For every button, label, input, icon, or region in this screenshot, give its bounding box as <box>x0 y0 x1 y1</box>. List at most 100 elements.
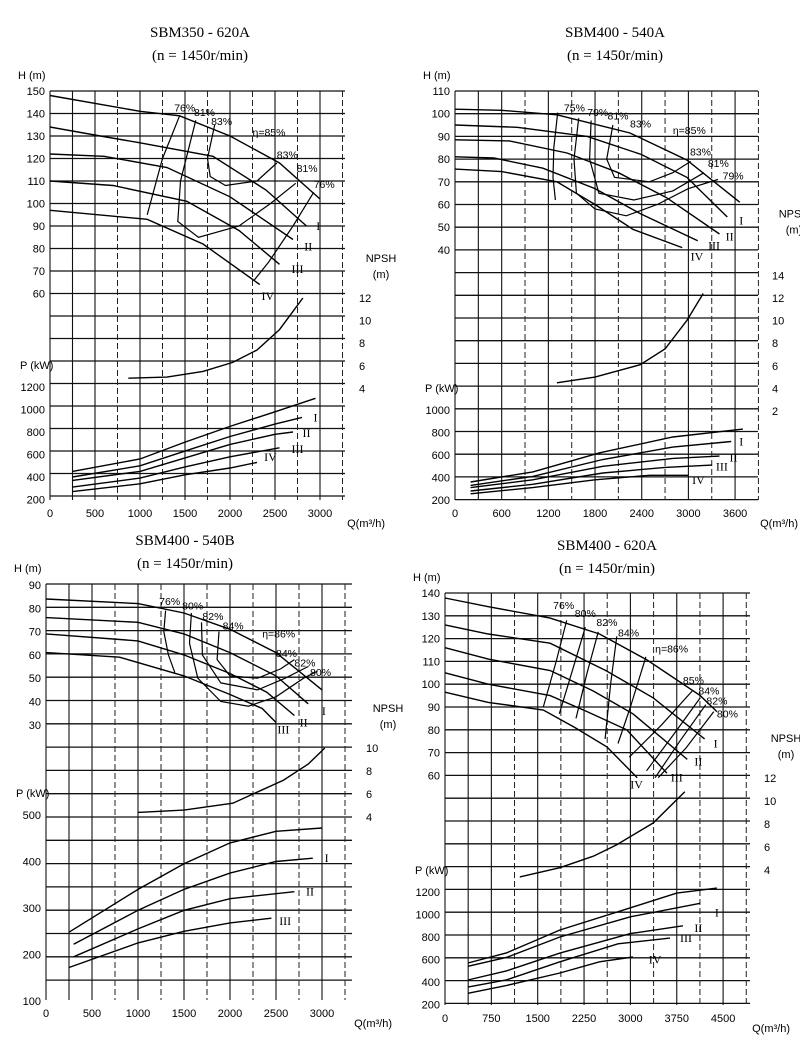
power-curve-III <box>470 464 712 492</box>
grid <box>45 583 352 1000</box>
h-tick-label: 60 <box>33 289 45 301</box>
chart-title: SBM400 - 540B <box>135 533 234 549</box>
h-tick-label: 120 <box>27 154 45 166</box>
power-curve-IV <box>72 461 258 493</box>
efficiency-label: 81% <box>297 163 318 175</box>
h-axis-label: H (m) <box>14 563 42 575</box>
npsh-tick-label: 10 <box>764 796 776 808</box>
efficiency-curve <box>216 631 295 679</box>
efficiency-label: 83% <box>211 116 232 128</box>
chart-subtitle: (n = 1450r/min) <box>152 48 248 64</box>
npsh-tick-label: 4 <box>366 812 372 824</box>
q-axis-label: Q(m³/h) <box>752 1023 790 1035</box>
p-tick-label: 800 <box>27 427 45 439</box>
efficiency-curve <box>654 704 707 779</box>
efficiency-curve <box>604 636 618 739</box>
head-curve-I <box>444 624 706 740</box>
q-tick-label: 500 <box>83 1008 101 1020</box>
p-tick-label: 600 <box>432 450 450 462</box>
grid <box>49 90 345 500</box>
head-curve-label: IV <box>261 289 274 303</box>
power-curve-label: II <box>730 450 738 464</box>
npsh-tick-label: 14 <box>772 270 784 282</box>
q-tick-label: 0 <box>47 508 53 520</box>
power-curve-I <box>470 440 732 487</box>
h-tick-label: 60 <box>428 770 440 782</box>
npsh-tick-label: 12 <box>772 293 784 305</box>
head-curve-label: IV <box>630 778 643 792</box>
chart-title: SBM400 - 620A <box>557 538 657 554</box>
power-curve-label: I <box>715 905 719 919</box>
h-axis-label: H (m) <box>18 70 46 82</box>
npsh-tick-label: 6 <box>366 789 372 801</box>
p-tick-label: 1000 <box>426 405 450 417</box>
efficiency-label: η=85% <box>253 127 286 139</box>
npsh-tick-label: 2 <box>772 406 778 418</box>
p-tick-label: 200 <box>432 495 450 507</box>
q-tick-label: 750 <box>482 1013 500 1025</box>
p-axis-label: P (kW) <box>425 383 458 395</box>
head-curve-label: III <box>292 262 304 276</box>
h-tick-label: 40 <box>29 697 41 709</box>
head-curve <box>45 598 323 691</box>
npsh-tick-label: 8 <box>764 819 770 831</box>
efficiency-label: 83% <box>630 118 651 130</box>
power-curve-label: I <box>325 851 329 865</box>
npsh-curve <box>137 747 326 814</box>
efficiency-label: 82% <box>202 611 223 623</box>
head-curve-label: I <box>714 736 718 750</box>
h-tick-label: 110 <box>27 176 45 188</box>
q-tick-label: 0 <box>43 1008 49 1020</box>
chart-subtitle: (n = 1450r/min) <box>137 556 233 572</box>
head-curve-label: II <box>694 755 702 769</box>
efficiency-label: 76% <box>553 600 574 612</box>
head-curve-II <box>454 139 720 235</box>
p-tick-label: 1000 <box>21 405 45 417</box>
power-curve-label: II <box>306 885 314 899</box>
head-curve-I <box>454 124 728 218</box>
efficiency-label: 79% <box>587 107 608 119</box>
power-curve-label: III <box>279 914 291 928</box>
efficiency-curve <box>146 115 181 215</box>
p-tick-label: 400 <box>422 977 440 989</box>
efficiency-label: 85% <box>683 675 704 687</box>
npsh-tick-label: 10 <box>359 316 371 328</box>
efficiency-curve <box>628 690 693 758</box>
h-tick-label: 60 <box>438 200 450 212</box>
h-tick-label: 50 <box>438 222 450 234</box>
chart-subtitle: (n = 1450r/min) <box>567 48 663 64</box>
efficiency-curve <box>558 627 586 714</box>
npsh-axis-label: NPSH <box>366 253 397 265</box>
npsh-tick-label: 8 <box>772 338 778 350</box>
head-curve <box>454 108 741 203</box>
npsh-curve <box>519 791 686 878</box>
npsh-axis-unit: (m) <box>778 749 795 761</box>
h-tick-label: 90 <box>438 131 450 143</box>
head-curve-II <box>49 153 294 241</box>
efficiency-label: 81% <box>708 158 729 170</box>
h-tick-label: 80 <box>428 725 440 737</box>
chart-title: SBM400 - 540A <box>565 25 665 41</box>
h-tick-label: 90 <box>428 702 440 714</box>
efficiency-curve <box>552 112 559 201</box>
efficiency-label: 80% <box>575 608 596 620</box>
power-curve-II <box>470 455 720 489</box>
power-curve-label: III <box>680 931 692 945</box>
head-curve-label: III <box>708 238 720 252</box>
p-tick-label: 300 <box>23 903 41 915</box>
p-tick-label: 1000 <box>416 910 440 922</box>
efficiency-label: 81% <box>607 110 628 122</box>
efficiency-curve <box>606 124 692 183</box>
q-tick-label: 1500 <box>525 1013 549 1025</box>
power-curve-label: II <box>694 921 702 935</box>
h-tick-label: 110 <box>422 656 440 668</box>
head-curve-I <box>45 616 309 705</box>
h-tick-label: 90 <box>29 580 41 592</box>
npsh-tick-label: 6 <box>772 361 778 373</box>
h-tick-label: 130 <box>27 131 45 143</box>
chart-panel-2: SBM400 - 540A (n = 1450r/min) H (m) P (kW) N… <box>423 25 800 530</box>
power-curve <box>72 397 316 473</box>
efficiency-curve <box>177 120 297 238</box>
efficiency-label: 79% <box>723 171 744 183</box>
